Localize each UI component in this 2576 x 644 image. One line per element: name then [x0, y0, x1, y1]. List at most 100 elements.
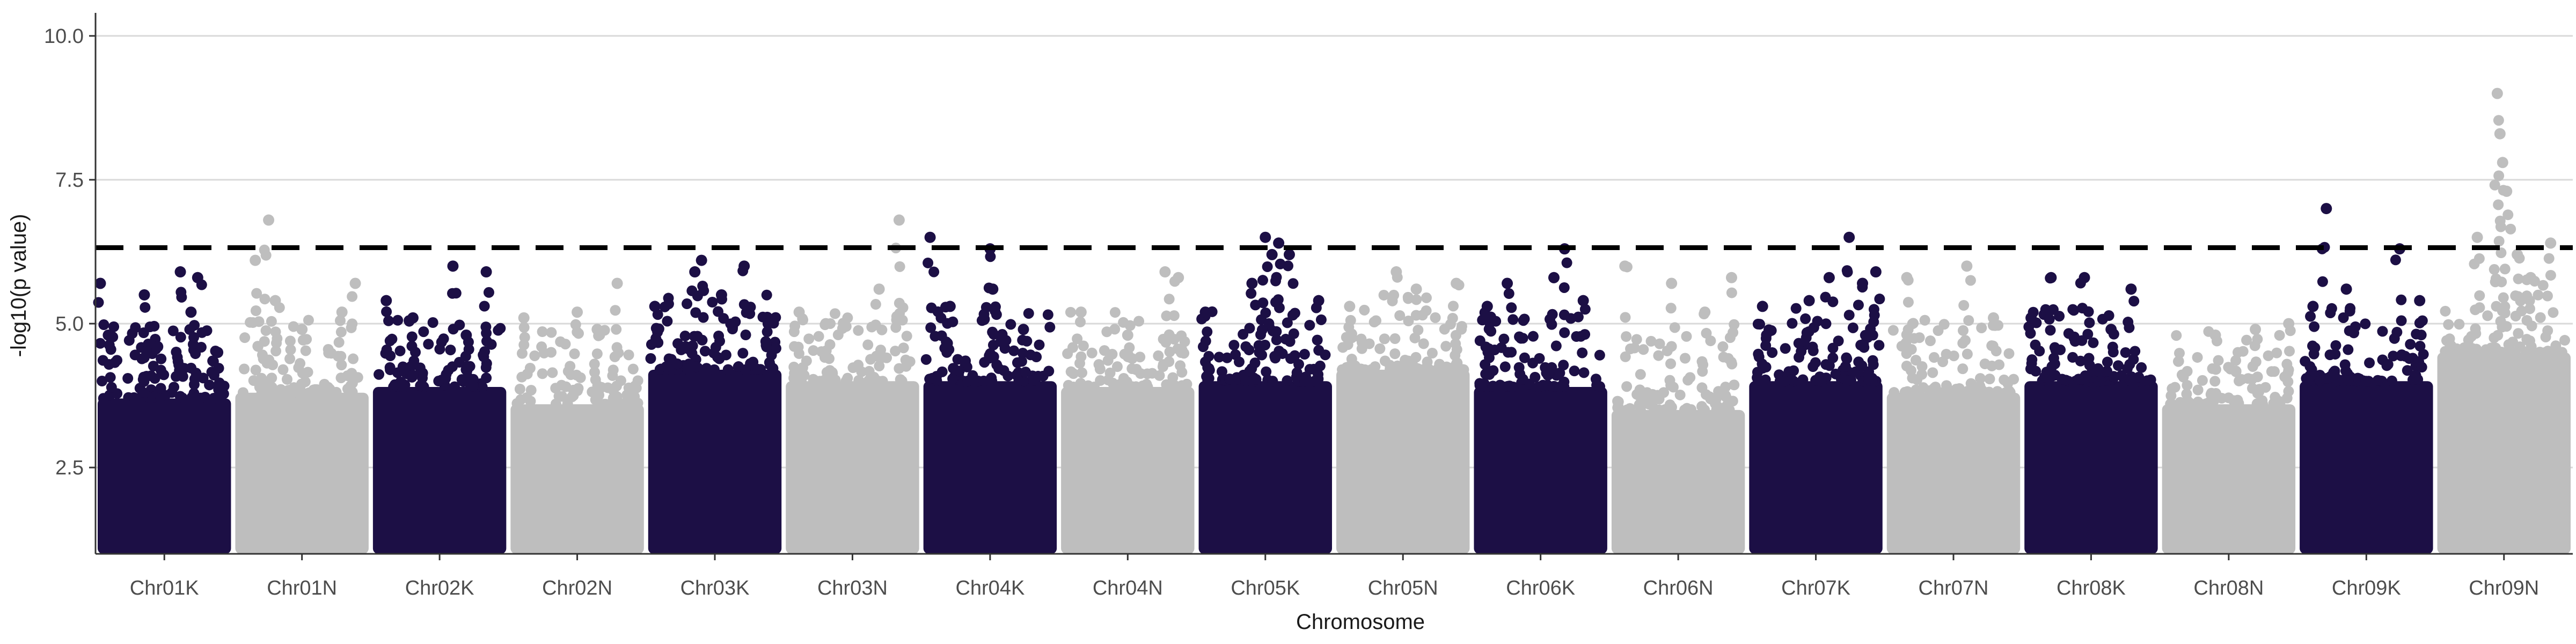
data-point [1272, 294, 1284, 305]
data-point [1067, 342, 1078, 353]
data-point [380, 348, 391, 359]
data-point [1487, 380, 1498, 392]
peak-point [1313, 295, 1324, 306]
peak-point [1577, 295, 1589, 306]
data-point [1780, 343, 1791, 354]
data-point [679, 331, 691, 342]
data-point [1558, 282, 1570, 293]
data-point [1034, 339, 1045, 350]
data-point [621, 390, 633, 401]
data-point [415, 380, 426, 391]
point-cloud-Chr06N [1611, 409, 1745, 554]
data-point [770, 312, 781, 323]
x-tick-label-Chr04K: Chr04K [955, 577, 1024, 599]
data-point [762, 326, 773, 338]
data-point [1379, 355, 1391, 367]
data-point [1163, 329, 1175, 340]
data-point [941, 347, 953, 358]
data-point [2049, 342, 2060, 353]
data-point [2284, 346, 2295, 357]
data-point [1841, 353, 1853, 364]
peak-point [715, 289, 727, 301]
peak-point [1410, 283, 1422, 295]
peak-point [1843, 231, 1855, 243]
data-point [2266, 366, 2277, 377]
data-point [2003, 348, 2015, 359]
data-point [1263, 318, 1275, 329]
data-point [275, 384, 287, 395]
data-point [1345, 364, 1357, 375]
data-point [713, 330, 724, 341]
data-point [1800, 313, 1811, 324]
data-point [1933, 325, 1944, 336]
chromosome-Chr04K [920, 231, 1057, 554]
data-point [1042, 309, 1053, 320]
data-point [259, 244, 270, 255]
data-point [901, 331, 912, 342]
point-cloud-Chr03K [648, 369, 782, 554]
peak-point [1199, 306, 1211, 318]
data-point [2304, 361, 2316, 372]
data-point [1410, 352, 1422, 363]
data-point [1124, 342, 1135, 353]
grid-lines [96, 35, 2573, 469]
data-point [1797, 374, 1809, 385]
data-point [573, 328, 584, 339]
data-point [1005, 319, 1016, 330]
data-point [1432, 364, 1443, 375]
chromosome-Chr08N [2162, 318, 2296, 554]
data-point [204, 379, 215, 391]
data-point [962, 376, 974, 387]
data-point [270, 346, 282, 357]
data-point [789, 320, 801, 332]
data-point [1550, 340, 1562, 352]
peak-point [2471, 231, 2483, 243]
peak-point [1283, 248, 1295, 260]
data-point [481, 372, 492, 384]
data-point [321, 387, 332, 398]
data-point [1299, 349, 1310, 360]
data-point [1440, 341, 1452, 352]
data-point [1558, 309, 1570, 320]
data-point [299, 376, 311, 387]
data-point [1635, 369, 1646, 380]
peak-point [185, 306, 197, 318]
data-point [331, 386, 342, 398]
data-point [1827, 352, 1839, 363]
data-point [1842, 266, 1853, 277]
data-point [137, 386, 148, 398]
data-point [2411, 328, 2422, 340]
data-point [894, 363, 905, 374]
data-point [1559, 327, 1570, 338]
data-point [1974, 373, 1986, 384]
data-point [1163, 294, 1175, 305]
peak-point [2105, 324, 2117, 335]
data-point [571, 369, 582, 380]
data-point [1498, 333, 1510, 345]
data-point [1984, 374, 1995, 385]
data-point [1612, 396, 1623, 407]
data-point [712, 352, 723, 363]
data-point [1430, 312, 1441, 323]
data-point [1874, 294, 1885, 305]
data-point [1065, 366, 1077, 377]
data-point [793, 341, 804, 353]
data-point [1013, 375, 1024, 386]
peak-point [2494, 128, 2506, 140]
data-point [847, 362, 859, 374]
data-point [2236, 374, 2247, 385]
peak-point [1481, 301, 1493, 312]
data-point [2049, 358, 2060, 370]
data-point [2410, 370, 2421, 381]
data-point [1843, 310, 1855, 321]
data-point [1721, 400, 1732, 412]
data-point [2443, 319, 2454, 330]
data-point [1282, 317, 1293, 328]
data-point [661, 361, 672, 372]
peak-point [2025, 312, 2037, 324]
data-point [1299, 376, 1311, 387]
data-point [2274, 330, 2285, 341]
data-point [707, 296, 718, 308]
data-point [1827, 342, 1839, 354]
data-point [1546, 319, 1557, 330]
